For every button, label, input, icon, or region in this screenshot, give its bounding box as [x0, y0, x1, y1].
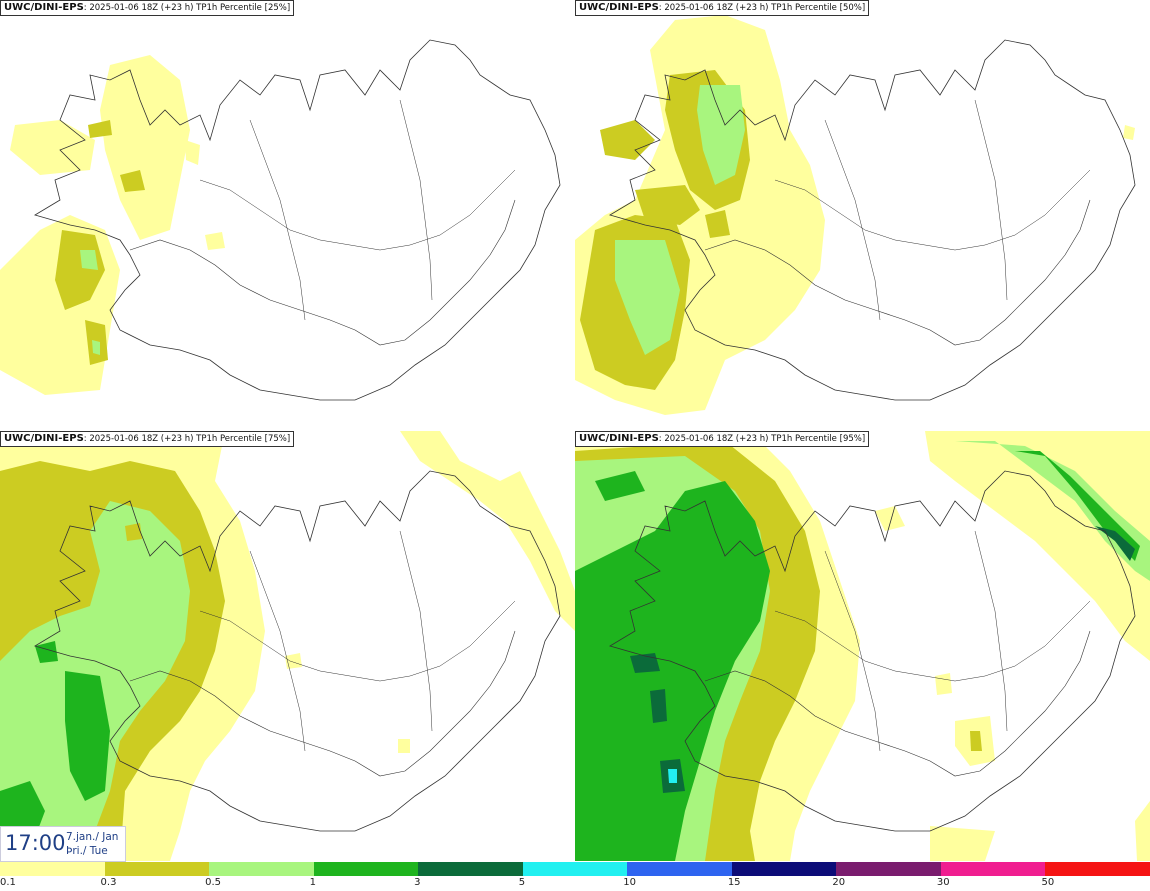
map-panel-75: UWC/DINI-EPS: 2025-01-06 18Z (+23 h) TP1…: [0, 431, 575, 861]
legend-swatch: [209, 862, 315, 876]
legend-label: 3: [414, 877, 421, 888]
legend-swatch: [0, 862, 105, 876]
legend-swatch: [313, 862, 419, 876]
precip-map-95: [575, 431, 1150, 861]
precip-areas: [575, 15, 1135, 415]
panel-title: UWC/DINI-EPS: 2025-01-06 18Z (+23 h) TP1…: [575, 0, 870, 16]
valid-day-line: Þri./ Tue: [66, 845, 108, 857]
legend-label: 5: [518, 877, 526, 888]
valid-time-box: 17:00 7.jan./ Jan Þri./ Tue: [0, 826, 126, 862]
iceland-coastline: [609, 39, 1136, 401]
legend-label: 50: [1041, 877, 1055, 888]
map-panel-50: UWC/DINI-EPS: 2025-01-06 18Z (+23 h) TP1…: [575, 0, 1150, 430]
map-panel-95: UWC/DINI-EPS: 2025-01-06 18Z (+23 h) TP1…: [575, 431, 1150, 861]
valid-date-line: 7.jan./ Jan: [66, 831, 119, 843]
legend-swatch: [836, 862, 942, 876]
map-panel-25: UWC/DINI-EPS: 2025-01-06 18Z (+23 h) TP1…: [0, 0, 575, 430]
legend-label: 10: [623, 877, 636, 888]
valid-date: 7.jan./ Jan Þri./ Tue: [66, 830, 118, 858]
legend-swatch: [731, 862, 837, 876]
iceland-coastline: [34, 470, 561, 832]
legend-swatch: [627, 862, 733, 876]
precip-areas: [575, 431, 1150, 861]
precip-map-25: [0, 39, 561, 401]
legend-label: 1: [309, 877, 316, 888]
panel-title: UWC/DINI-EPS: 2025-01-06 18Z (+23 h) TP1…: [575, 431, 870, 447]
precip-map-75: [0, 431, 575, 861]
legend-swatch: [940, 862, 1046, 876]
precip-areas: [0, 431, 575, 861]
legend-label: 0.3: [100, 877, 117, 888]
legend-label: 0.5: [205, 877, 221, 888]
legend-swatch: [104, 862, 210, 876]
panel-title: UWC/DINI-EPS: 2025-01-06 18Z (+23 h) TP1…: [0, 0, 295, 16]
panel-title: UWC/DINI-EPS: 2025-01-06 18Z (+23 h) TP1…: [0, 431, 295, 447]
legend-swatch: [522, 862, 628, 876]
precip-color-legend: 0.1 0.3 0.5 1 3 5 10 15 20 30 50: [0, 862, 1150, 891]
legend-label: 0.1: [0, 877, 16, 888]
legend-label: 15: [727, 877, 741, 888]
iceland-coastline: [34, 39, 561, 401]
legend-label: 20: [832, 877, 846, 888]
legend-swatch: [1045, 862, 1150, 876]
legend-label: 30: [936, 877, 950, 888]
precip-areas: [0, 55, 225, 395]
iceland-coastline: [609, 470, 1136, 832]
precip-map-50: [575, 15, 1136, 415]
valid-clock: 17:00: [5, 831, 66, 855]
legend-swatch: [418, 862, 524, 876]
